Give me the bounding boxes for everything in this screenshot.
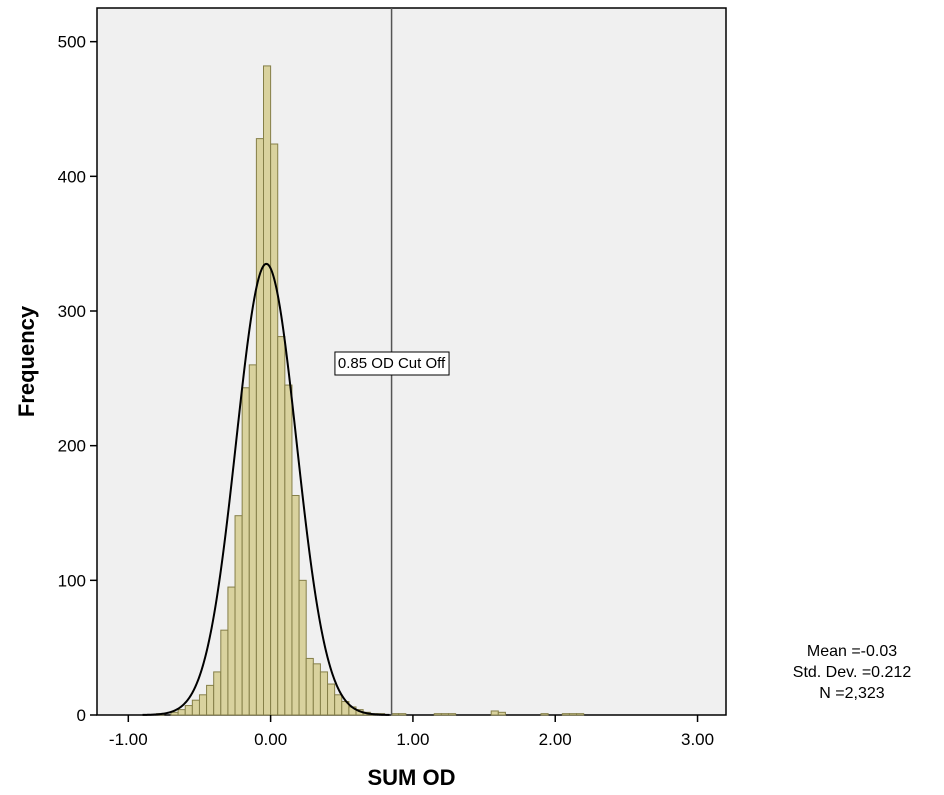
stat-mean: Mean =-0.03 <box>807 643 897 660</box>
histogram-bar-9 <box>227 586 236 716</box>
histogram-bar-39 <box>561 713 570 716</box>
histogram-bar-35 <box>448 713 457 716</box>
histogram-bars <box>156 65 585 716</box>
histogram-bar-8 <box>220 629 229 716</box>
histogram-bar-22 <box>319 671 329 716</box>
x-axis-title: SUM OD <box>368 765 456 790</box>
histogram-bar-14 <box>263 65 272 716</box>
cutoff-annotation-box <box>334 351 450 376</box>
histogram-bar-2 <box>177 709 186 716</box>
histogram-bar-20 <box>305 657 314 716</box>
y-tick-label-0: 0 <box>77 706 86 725</box>
y-axis: 0 100 200 300 400 500 <box>58 33 97 725</box>
y-tick-label-5: 500 <box>58 33 86 52</box>
histogram-bar-31 <box>391 713 400 716</box>
x-axis: -1.00 0.00 1.00 2.00 3.00 <box>109 715 714 749</box>
histogram-bar-41 <box>576 713 585 716</box>
y-tick-label-4: 400 <box>58 167 86 186</box>
histogram-bar-17 <box>284 384 293 716</box>
histogram-bar-24 <box>334 694 343 716</box>
summary-statistics: Mean =-0.03 Std. Dev. =0.212 N =2,323 <box>793 643 912 702</box>
histogram-bar-36 <box>490 710 499 716</box>
histogram-bar-23 <box>327 683 336 716</box>
histogram-bar-38 <box>540 713 549 716</box>
histogram-bar-11 <box>241 387 250 716</box>
histogram-bar-4 <box>191 699 200 716</box>
histogram-bar-6 <box>206 684 215 716</box>
stat-n: N =2,323 <box>819 685 884 702</box>
x-tick-label-0: -1.00 <box>109 730 148 749</box>
histogram-bar-10 <box>234 515 243 716</box>
histogram-bar-37 <box>497 711 506 716</box>
histogram-bar-32 <box>398 713 407 716</box>
histogram-bar-15 <box>270 143 279 716</box>
stat-std-dev: Std. Dev. =0.212 <box>793 664 912 681</box>
histogram-bar-7 <box>213 671 222 716</box>
histogram-bar-33 <box>433 713 442 716</box>
histogram-bar-19 <box>298 579 307 716</box>
cutoff-annotation-label: 0.85 OD Cut Off <box>338 355 446 372</box>
histogram-bar-21 <box>312 663 321 716</box>
x-tick-label-3: 2.00 <box>539 730 572 749</box>
x-tick-label-1: 0.00 <box>254 730 287 749</box>
histogram-bar-1 <box>170 711 179 716</box>
y-tick-label-3: 300 <box>58 302 86 321</box>
x-tick-label-2: 1.00 <box>396 730 429 749</box>
y-tick-label-1: 100 <box>58 571 86 590</box>
histogram-bar-3 <box>184 705 193 716</box>
x-tick-label-4: 3.00 <box>681 730 714 749</box>
y-axis-title: Frequency <box>14 305 39 417</box>
normal-curve <box>142 262 390 716</box>
y-tick-label-2: 200 <box>58 437 86 456</box>
histogram-bar-40 <box>568 713 578 716</box>
cutoff-annotation: 0.85 OD Cut Off <box>334 351 450 376</box>
histogram-bar-34 <box>440 713 449 716</box>
histogram-bar-18 <box>291 494 300 716</box>
histogram-bar-12 <box>248 364 257 716</box>
histogram-bar-16 <box>277 336 286 716</box>
histogram-bar-5 <box>198 694 208 716</box>
histogram-bar-13 <box>255 138 264 716</box>
